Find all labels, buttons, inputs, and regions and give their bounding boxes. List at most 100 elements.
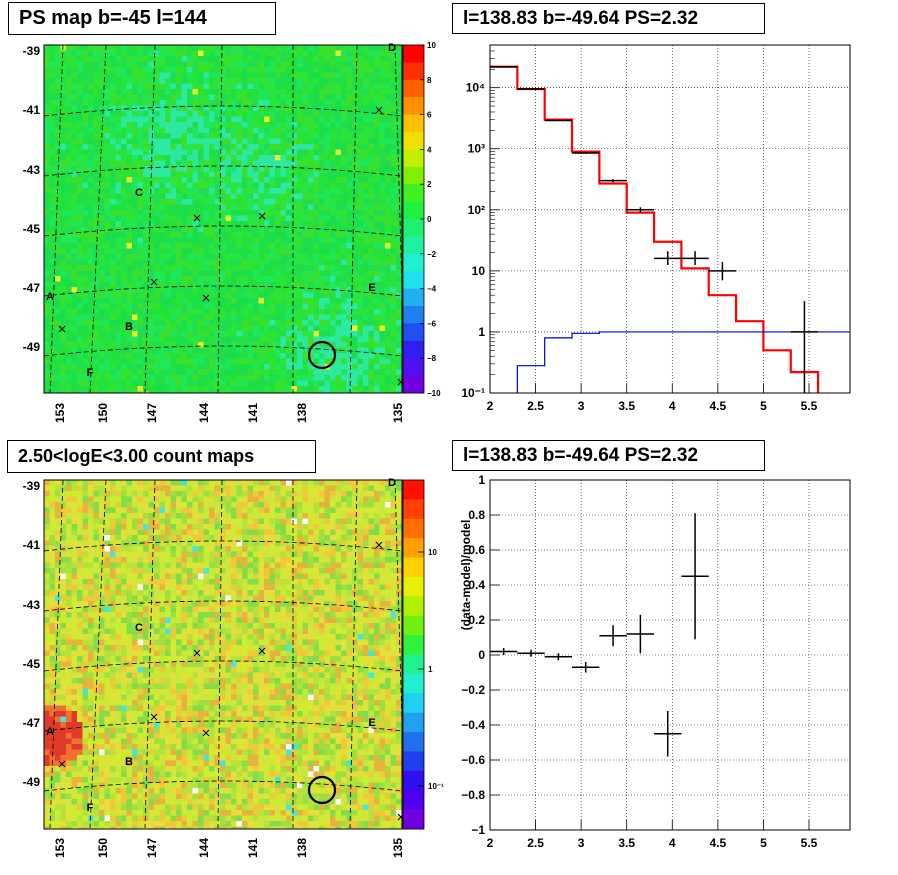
map-pixel (280, 72, 287, 79)
map-pixel (214, 265, 221, 271)
map-pixel (148, 226, 155, 233)
map-pixel (390, 166, 397, 172)
map-pixel (143, 188, 149, 194)
map-pixel (280, 386, 287, 392)
map-pixel (44, 287, 50, 293)
map-pixel (132, 259, 138, 266)
map-pixel (385, 89, 391, 95)
map-pixel (231, 122, 237, 128)
map-pixel (269, 193, 276, 200)
map-pixel (253, 127, 259, 134)
map-pixel (324, 491, 331, 497)
map-pixel (302, 276, 309, 282)
map-pixel (258, 177, 265, 183)
map-pixel (275, 292, 281, 299)
map-pixel (247, 259, 254, 266)
map-pixel (66, 254, 72, 260)
map-pixel (44, 386, 50, 392)
map-pixel (214, 292, 221, 299)
map-pixel (137, 50, 144, 57)
map-pixel (77, 89, 83, 95)
map-pixel (181, 524, 188, 530)
map-pixel (44, 199, 50, 205)
map-pixel (236, 502, 243, 508)
map-pixel (341, 375, 347, 381)
map-pixel (110, 138, 116, 145)
map-pixel (132, 502, 138, 508)
map-pixel (159, 386, 166, 392)
map-pixel (132, 320, 138, 326)
map-pixel (93, 309, 100, 315)
map-pixel (148, 199, 155, 205)
map-pixel (253, 485, 259, 492)
map-pixel (121, 496, 127, 503)
map-pixel (115, 243, 122, 249)
map-pixel (66, 485, 72, 492)
map-pixel (313, 369, 320, 376)
map-pixel (264, 188, 270, 194)
map-pixel (104, 144, 111, 150)
map-pixel (198, 78, 204, 84)
map-pixel (66, 61, 72, 68)
map-pixel (55, 89, 61, 95)
map-pixel (181, 61, 188, 68)
map-pixel (390, 56, 397, 62)
map-pixel (198, 204, 204, 211)
map-pixel (346, 507, 353, 514)
map-pixel (93, 127, 100, 134)
map-pixel (99, 535, 105, 541)
map-pixel (66, 375, 72, 381)
map-pixel (280, 204, 287, 211)
map-pixel (297, 380, 303, 387)
map-pixel (236, 491, 243, 497)
map-pixel (385, 491, 391, 497)
map-pixel (236, 94, 243, 101)
map-pixel (379, 215, 386, 222)
map-pixel (143, 342, 149, 348)
map-pixel (77, 138, 83, 145)
map-pixel (192, 78, 199, 84)
map-pixel (308, 342, 314, 348)
map-pixel (220, 386, 226, 392)
map-pixel (253, 342, 259, 348)
map-pixel (198, 309, 204, 315)
map-pixel (297, 89, 303, 95)
map-pixel (363, 480, 369, 486)
map-pixel (192, 188, 199, 194)
map-pixel (121, 171, 127, 178)
map-pixel (324, 45, 331, 51)
map-pixel (165, 325, 171, 332)
map-pixel (110, 292, 116, 299)
map-pixel (335, 518, 342, 525)
map-pixel (115, 298, 122, 304)
map-pixel (71, 199, 78, 205)
map-pixel (115, 83, 122, 90)
map-pixel (253, 215, 259, 222)
map-pixel (319, 237, 325, 244)
map-pixel (390, 336, 397, 343)
map-pixel (258, 386, 265, 392)
map-pixel (253, 265, 259, 271)
map-pixel (385, 78, 391, 84)
map-pixel (192, 105, 199, 112)
map-pixel (126, 287, 133, 293)
map-pixel (346, 496, 353, 503)
map-pixel (319, 67, 325, 73)
map-pixel (148, 265, 155, 271)
map-pixel (357, 298, 364, 304)
map-pixel (99, 61, 105, 68)
map-pixel (236, 386, 243, 392)
map-pixel (154, 116, 160, 123)
map-pixel (132, 314, 138, 321)
map-pixel (88, 502, 94, 508)
map-pixel (159, 138, 166, 145)
map-pixel (297, 336, 303, 343)
map-pixel (291, 529, 298, 536)
map-pixel (181, 347, 188, 354)
map-pixel (165, 166, 171, 172)
map-pixel (214, 353, 221, 359)
map-pixel (55, 67, 61, 73)
map-pixel (390, 303, 397, 310)
map-pixel (198, 391, 204, 393)
